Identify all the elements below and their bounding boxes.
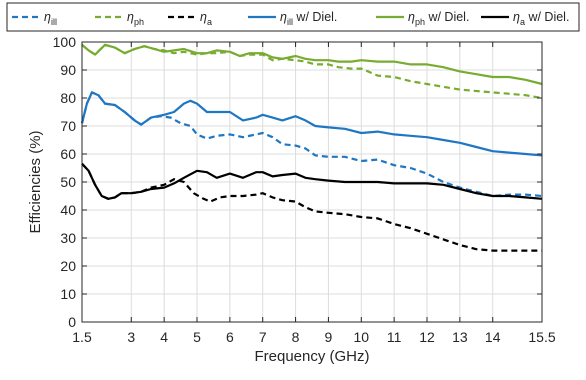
x-tick-label-13: 15.5 <box>528 329 555 345</box>
y-tick-label-4: 40 <box>60 202 76 218</box>
x-tick-label-11: 13 <box>452 329 468 345</box>
x-tick-label-5: 7 <box>259 329 267 345</box>
x-tick-label-2: 4 <box>160 329 168 345</box>
y-tick-label-3: 30 <box>60 230 76 246</box>
y-tick-label-10: 100 <box>53 34 77 50</box>
y-tick-label-7: 70 <box>60 118 76 134</box>
x-tick-label-3: 5 <box>193 329 201 345</box>
x-tick-label-12: 14 <box>485 329 501 345</box>
x-tick-label-6: 8 <box>292 329 300 345</box>
y-tick-label-2: 20 <box>60 258 76 274</box>
x-tick-label-10: 12 <box>419 329 435 345</box>
x-tick-label-8: 10 <box>353 329 369 345</box>
x-tick-label-1: 3 <box>127 329 135 345</box>
legend: ηill ηph ηa ηill w/ Diel. ηph w/ Diel. ηa w/ … <box>7 3 579 31</box>
y-tick-label-8: 80 <box>60 90 76 106</box>
x-axis-label: Frequency (GHz) <box>254 348 369 365</box>
x-tick-label-9: 11 <box>387 329 402 345</box>
y-tick-label-9: 90 <box>60 62 76 78</box>
y-axis-label: Efficiencies (%) <box>27 130 44 233</box>
y-tick-label-0: 0 <box>68 314 76 330</box>
y-tick-label-5: 50 <box>60 174 76 190</box>
x-tick-label-0: 1.5 <box>72 329 92 345</box>
x-tick-label-7: 9 <box>325 329 333 345</box>
x-tick-label-4: 6 <box>226 329 234 345</box>
y-tick-label-6: 60 <box>60 146 76 162</box>
y-tick-label-1: 10 <box>60 286 76 302</box>
